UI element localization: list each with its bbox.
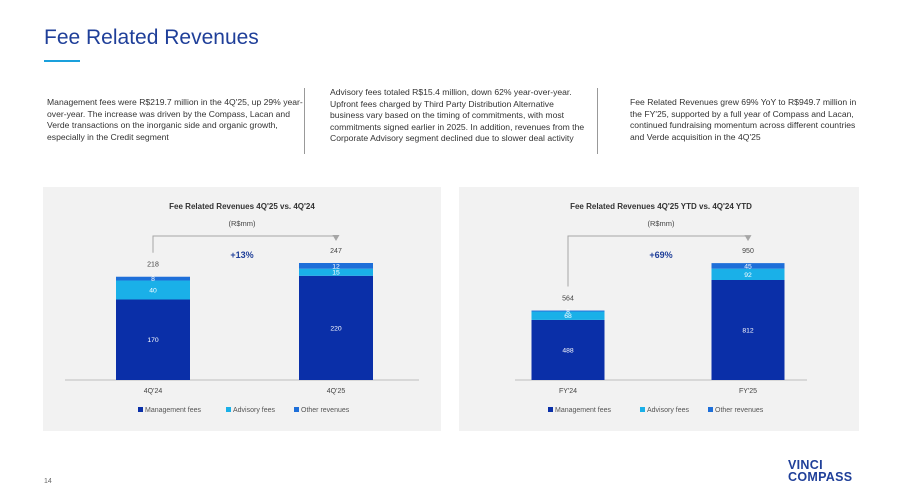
- category-label: FY'25: [739, 388, 757, 395]
- legend-label: Management fees: [555, 407, 612, 414]
- legend-label: Other revenues: [301, 407, 350, 414]
- chart-title: Fee Related Revenues 4Q'25 vs. 4Q'24: [169, 202, 315, 211]
- commentary-advisory-fees: Advisory fees totaled R$15.4 million, do…: [330, 87, 585, 144]
- category-label: FY'24: [559, 388, 577, 395]
- legend-label: Other revenues: [715, 407, 764, 414]
- legend-swatch: [226, 407, 231, 412]
- bar-segment-other-revenues: [116, 276, 190, 281]
- total-label: 247: [330, 248, 342, 255]
- legend-label: Advisory fees: [233, 407, 276, 414]
- growth-label: +13%: [230, 250, 253, 260]
- category-label: 4Q'25: [327, 388, 346, 395]
- data-label: 170: [147, 337, 159, 344]
- data-label: 220: [330, 325, 342, 332]
- total-label: 218: [147, 262, 159, 269]
- arrowhead: [744, 235, 752, 242]
- column-divider: [304, 88, 305, 154]
- legend-swatch: [708, 407, 713, 412]
- title-underline: [44, 60, 80, 62]
- data-label: 812: [742, 327, 754, 334]
- legend-swatch: [294, 407, 299, 412]
- data-label: 12: [332, 263, 340, 270]
- data-label: 40: [149, 288, 157, 295]
- bar-segment-other-revenues: [531, 310, 605, 312]
- commentary-fee-related-revenues: Fee Related Revenues grew 69% YoY to R$9…: [630, 97, 857, 142]
- chart-subtitle: (R$mm): [228, 219, 256, 228]
- arrowhead: [332, 235, 340, 241]
- column-divider: [597, 88, 598, 154]
- logo-line-2: COMPASS: [788, 470, 853, 484]
- bar-segment-advisory-fees: [116, 280, 190, 300]
- vinci-compass-logo: VINCI COMPASS: [788, 458, 853, 484]
- legend-swatch: [640, 407, 645, 412]
- bar-segment-advisory-fees: [531, 311, 605, 320]
- bar-segment-other-revenues: [299, 263, 373, 269]
- total-label: 564: [562, 296, 574, 303]
- chart-panel-ytd: Fee Related Revenues 4Q'25 YTD vs. 4Q'24…: [459, 187, 859, 431]
- bar-segment-advisory-fees: [299, 268, 373, 276]
- bar-segment-advisory-fees: [711, 268, 785, 280]
- bar-segment-management-fees: [711, 279, 785, 380]
- data-label: 68: [564, 313, 572, 320]
- bar-segment-management-fees: [531, 319, 605, 380]
- category-label: 4Q'24: [144, 388, 163, 395]
- bar-segment-other-revenues: [711, 263, 785, 269]
- chart-subtitle: (R$mm): [647, 219, 675, 228]
- data-label: 8: [566, 309, 570, 316]
- logo-line-1: VINCI: [788, 458, 823, 472]
- total-label: 950: [742, 248, 754, 255]
- bar-segment-management-fees: [299, 275, 373, 380]
- chart-svg: Fee Related Revenues 4Q'25 YTD vs. 4Q'24…: [515, 202, 807, 414]
- chart-title: Fee Related Revenues 4Q'25 YTD vs. 4Q'24…: [570, 202, 752, 211]
- legend-swatch: [138, 407, 143, 412]
- bar-segment-management-fees: [116, 299, 190, 380]
- commentary-management-fees: Management fees were R$219.7 million in …: [47, 97, 303, 142]
- page-number: 14: [44, 478, 52, 485]
- legend-swatch: [548, 407, 553, 412]
- growth-bracket: [152, 235, 336, 253]
- data-label: 45: [744, 263, 752, 270]
- chart-svg: Fee Related Revenues 4Q'25 vs. 4Q'24 (R$m…: [65, 202, 419, 414]
- chart-panel-quarterly: Fee Related Revenues 4Q'25 vs. 4Q'24 (R$m…: [43, 187, 441, 431]
- data-label: 15: [332, 270, 340, 277]
- data-label: 92: [744, 272, 752, 279]
- growth-label: +69%: [649, 250, 672, 260]
- legend-label: Management fees: [145, 407, 202, 414]
- page-title: Fee Related Revenues: [44, 26, 259, 49]
- legend-label: Advisory fees: [647, 407, 690, 414]
- data-label: 488: [562, 347, 574, 354]
- data-label: 8: [151, 276, 155, 283]
